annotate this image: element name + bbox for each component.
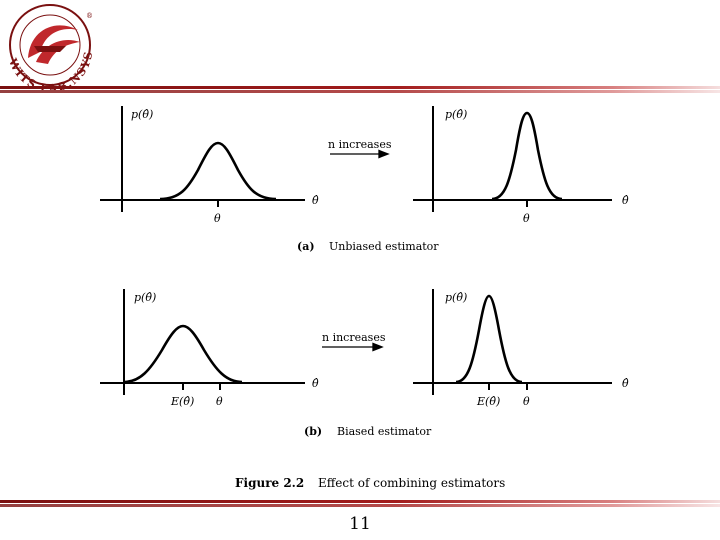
figure-caption-text: Effect of combining estimators: [318, 476, 505, 490]
panel-a-right-y-label: p(θ̂): [445, 108, 467, 121]
panel-b-left-curve: [123, 324, 243, 384]
panel-b-right-curve: [455, 294, 523, 384]
panel-a-right-x-label: θ̂: [622, 194, 629, 207]
page-number: 11: [349, 514, 371, 534]
panel-b-right-x-label: θ̂: [622, 377, 629, 390]
panel-b-caption-letter: (b): [304, 425, 322, 438]
panel-a-caption-text: Unbiased estimator: [329, 240, 439, 253]
panel-a-left-y-label: p(θ̂): [131, 108, 153, 121]
panel-b-right-mean-tick-label: E(θ̂): [476, 395, 500, 408]
panel-a-caption-letter: (a): [297, 240, 315, 253]
panel-a-left-tick-label: θ: [214, 212, 221, 225]
header-divider: [0, 86, 720, 93]
figure-caption-label: Figure 2.2: [235, 476, 304, 490]
panel-b-left-true-tick-label: θ: [216, 395, 223, 408]
panel-a-right-curve: [491, 111, 563, 201]
logo-registered-mark: ®: [86, 12, 93, 20]
panel-a-left-x-label: θ̂: [312, 194, 319, 207]
panel-b-arrow-head: [372, 342, 384, 352]
figure-2-2: p(θ̂) p(θ̂) θ̂ θ̂ θ θ n increases (a) Un…: [100, 106, 629, 490]
panel-a-arrow-head: [378, 149, 390, 159]
panel-b-left-mean-tick-label: E(θ̂): [170, 395, 194, 408]
panel-b-left-y-label: p(θ̂): [134, 291, 156, 304]
panel-a-arrow-label: n increases: [328, 138, 392, 151]
panel-a-right-tick-label: θ: [523, 212, 530, 225]
panel-b-right-true-tick-label: θ: [523, 395, 530, 408]
panel-b-right-y-label: p(θ̂): [445, 291, 467, 304]
panel-b-caption-text: Biased estimator: [337, 425, 432, 438]
footer-divider: [0, 500, 720, 507]
panel-b-left-x-label: θ̂: [312, 377, 319, 390]
panel-b-arrow-label: n increases: [322, 331, 386, 344]
panel-a-left-curve: [159, 141, 277, 201]
wits-lab-logo: WITS LAB.NSYSU ®: [0, 0, 94, 90]
